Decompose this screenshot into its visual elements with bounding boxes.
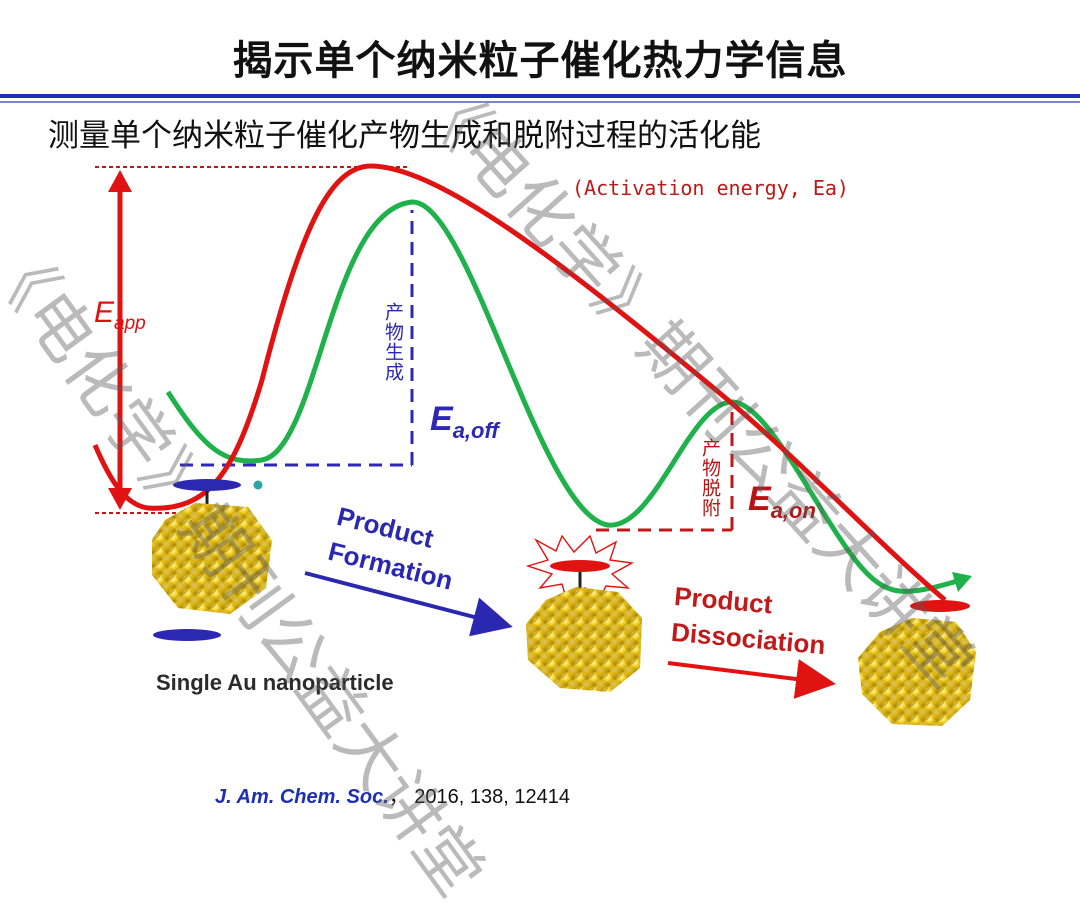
activation-energy-label: (Activation energy, Ea): [572, 176, 849, 200]
nanoparticle-icon: [858, 600, 976, 726]
molecule-icon: [910, 600, 970, 612]
product-dissociation-label: Product Dissociation: [669, 580, 827, 661]
citation-details: ， 2016, 138, 12414: [388, 786, 571, 808]
starburst-icon: [525, 534, 635, 600]
double-arrow-icon: [108, 170, 132, 510]
right-arrow-icon: [667, 659, 836, 699]
page-title: 揭示单个纳米粒子催化热力学信息: [232, 38, 848, 84]
e-a-on-label: Ea,on: [748, 480, 816, 523]
journal-name: J. Am. Chem. Soc.: [215, 786, 389, 808]
green-energy-curve: [165, 199, 969, 594]
energy-diagram: [92, 163, 976, 726]
red-energy-curve: [92, 163, 947, 602]
molecule-icon: [173, 479, 241, 491]
nanoparticle-icon: [152, 479, 272, 641]
e-app-label: Eapp: [94, 296, 146, 334]
right-arrow-icon: [304, 571, 513, 637]
title-rule: [0, 94, 1080, 98]
molecule-icon: [153, 629, 221, 641]
subtitle: 测量单个纳米粒子催化产物生成和脱附过程的活化能: [48, 118, 761, 154]
e-a-off-label: Ea,off: [430, 400, 499, 443]
product-generation-label: 产物生成: [382, 302, 404, 382]
green-arrow-head: [952, 572, 972, 592]
single-au-label: Single Au nanoparticle: [156, 670, 394, 695]
nanoparticle-icon: [525, 534, 642, 692]
title-rule-thin: [0, 101, 1080, 103]
product-desorption-label: 产物脱附: [699, 438, 721, 518]
citation: J. Am. Chem. Soc.， 2016, 138, 12414: [215, 780, 570, 809]
e-on-guide: [596, 412, 734, 532]
e-off-guide: [180, 210, 414, 467]
molecule-icon: [550, 560, 610, 572]
